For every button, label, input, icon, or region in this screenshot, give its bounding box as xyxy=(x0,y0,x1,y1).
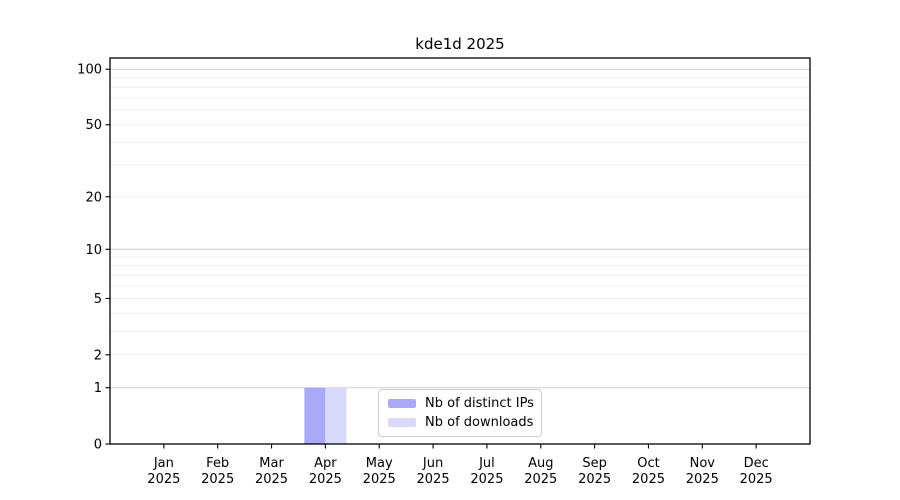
bars xyxy=(304,387,347,444)
legend-label-distinct-ips: Nb of distinct IPs xyxy=(425,396,534,411)
x-tick-label-year: 2025 xyxy=(255,472,288,487)
gridlines xyxy=(110,68,810,389)
x-tick-label-year: 2025 xyxy=(201,472,234,487)
y-tick-label: 20 xyxy=(85,190,102,205)
y-tick-label: 10 xyxy=(85,243,102,258)
x-tick-label-year: 2025 xyxy=(578,472,611,487)
y-tick-label: 50 xyxy=(85,118,102,133)
x-tick-label-year: 2025 xyxy=(309,472,342,487)
x-tick-label-month: May xyxy=(366,456,393,471)
x-tick-label-month: Sep xyxy=(582,456,607,471)
x-tick-label-month: Nov xyxy=(690,456,716,471)
y-tick-label: 100 xyxy=(77,63,102,78)
x-tick-label-month: Mar xyxy=(259,456,284,471)
legend-item-downloads: Nb of downloads xyxy=(388,415,534,430)
x-tick-label-year: 2025 xyxy=(632,472,665,487)
y-axis-ticks: 0 1 2 5 10 20 50 100 xyxy=(77,63,110,453)
chart-title: kde1d 2025 xyxy=(415,35,505,53)
x-axis-ticks: Jan2025Feb2025Mar2025Apr2025May2025Jun20… xyxy=(147,444,773,487)
legend: Nb of distinct IPs Nb of downloads xyxy=(378,389,542,437)
x-tick-label-month: Jun xyxy=(422,456,443,471)
x-tick-label-year: 2025 xyxy=(740,472,773,487)
x-tick-label-year: 2025 xyxy=(363,472,396,487)
legend-label-downloads: Nb of downloads xyxy=(425,415,534,430)
x-tick-label-month: Aug xyxy=(528,456,553,471)
y-tick-label: 0 xyxy=(94,438,102,453)
y-tick-label: 5 xyxy=(94,292,102,307)
legend-item-distinct-ips: Nb of distinct IPs xyxy=(388,396,534,411)
x-tick-label-month: Jan xyxy=(153,456,174,471)
x-tick-label-year: 2025 xyxy=(686,472,719,487)
y-tick-label: 2 xyxy=(94,348,102,363)
x-tick-label-month: Oct xyxy=(637,456,659,471)
legend-swatch-downloads xyxy=(388,418,416,427)
x-tick-label-year: 2025 xyxy=(524,472,557,487)
plot-frame xyxy=(109,57,811,445)
legend-swatch-distinct-ips xyxy=(388,399,416,408)
x-tick-label-year: 2025 xyxy=(417,472,450,487)
x-tick-label-year: 2025 xyxy=(147,472,180,487)
x-tick-label-year: 2025 xyxy=(470,472,503,487)
y-tick-label: 1 xyxy=(94,381,102,396)
x-tick-label-month: Dec xyxy=(744,456,769,471)
x-tick-label-month: Apr xyxy=(314,456,337,471)
x-tick-label-month: Jul xyxy=(478,456,495,471)
bar-nb-of-downloads-apr xyxy=(325,387,347,444)
bar-nb-of-distinct-ips-apr xyxy=(304,387,326,444)
x-tick-label-month: Feb xyxy=(206,456,229,471)
